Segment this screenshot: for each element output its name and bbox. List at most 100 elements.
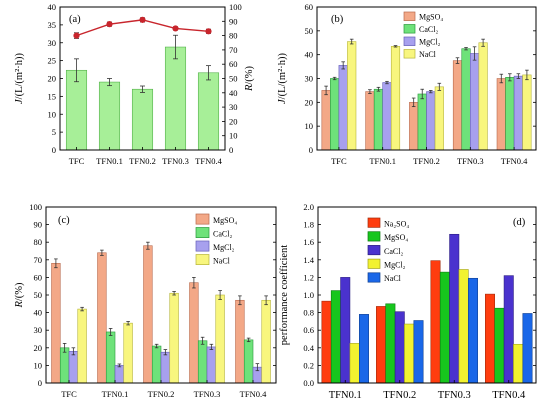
y-tick-label: 30 [34,325,43,335]
y2-tick-label: 40 [229,88,238,98]
x-tick-label: TFN0.2 [148,389,175,399]
y-tick-label: 10 [34,360,43,370]
bar-flux-2-3 [382,82,392,151]
y-axis-label-c: R/(%) [14,282,25,309]
bar-flux-2 [98,81,121,151]
x-tick-label: TFN0.2 [413,156,440,166]
bar-flux-3-4 [434,86,444,151]
bar-flux-3 [131,88,154,151]
legend-swatch-4 [195,254,210,265]
plot-frame [317,206,537,384]
y2-tick-label: 60 [229,59,238,69]
y-axis-label-b: J/(L/(m²·h)) [277,53,288,104]
y-tick-label: 15 [48,91,57,101]
y-tick-label: 1.6 [303,237,314,247]
bar-coefficient-4-4 [513,343,524,384]
legend-entry-1: MgSO₄ [213,216,237,225]
legend-swatch-2 [195,227,210,238]
legend-entry-2: MgSO₄ [384,233,408,242]
x-tick-label: TFN0.4 [195,156,222,166]
legend-swatch-4 [367,258,381,269]
rejection-point-2 [106,21,113,28]
y2-tick-label: 50 [229,74,238,84]
bar-flux-3-1 [409,102,419,151]
bar-rejection-2-4 [123,322,133,384]
bar-coefficient-2-4 [404,323,415,384]
y-tick-label: 35 [48,20,57,30]
bar-rejection-1-2 [59,347,70,384]
bar-coefficient-4-2 [494,307,505,384]
bar-flux-3-2 [417,93,427,151]
bar-flux-1-2 [330,78,340,151]
legend-swatch-5 [367,272,381,283]
y2-tick-label: 80 [229,31,238,41]
bar-flux-4 [164,46,187,151]
y2-axis-label-a: R/(%) [244,65,255,92]
y-tick-label: 10 [48,109,57,119]
x-tick-label: TFN0.2 [129,156,156,166]
y-tick-label: 20 [305,97,314,107]
bar-flux-1-3 [338,65,348,151]
legend-swatch-3 [195,240,210,252]
panel-label-b: (b) [331,14,344,25]
x-tick-label: TFN0.1 [369,156,396,166]
y-tick-label: 60 [34,272,43,282]
bar-rejection-3-4 [169,292,179,384]
bar-flux-1 [65,69,88,151]
bar-coefficient-3-2 [439,271,450,384]
legend-swatch-1 [367,217,381,228]
y2-tick-label: 70 [229,45,238,55]
bar-rejection-3-1 [143,245,153,384]
y-tick-label: 1.4 [303,255,314,265]
bar-rejection-1-3 [68,351,79,384]
rejection-point-5 [205,28,212,35]
bar-coefficient-2-1 [376,306,386,384]
legend-entry-3: MgCl₂ [419,38,441,47]
y-tick-label: 40 [34,308,43,318]
y-axis-label-d: performance coefficient [279,245,290,345]
y-tick-label: 0 [52,145,56,155]
y-tick-label: 10 [305,121,314,131]
bar-rejection-4-3 [206,346,217,384]
legend-swatch-1 [195,213,210,225]
bar-rejection-4-1 [189,282,199,384]
legend-swatch-3 [367,245,381,256]
bar-flux-5 [197,72,220,151]
x-tick-label: TFN0.3 [457,156,484,166]
y-tick-label: 0.4 [303,343,314,353]
legend-entry-1: Na₂SO₄ [384,219,409,228]
bar-coefficient-1-2 [330,290,341,384]
plot-frame [45,206,277,384]
y-tick-label: 1.8 [303,220,314,230]
x-tick-label: TFN0.4 [240,389,267,399]
legend-entry-1: MgSO₄ [419,13,443,22]
legend-entry-4: NaCl [213,257,231,266]
legend-entry-2: CaCl₂ [419,25,438,34]
y-tick-label: 30 [48,38,57,48]
bar-flux-4-1 [452,60,463,151]
plot-frame [59,6,226,151]
legend-entry-2: CaCl₂ [213,230,232,239]
bar-rejection-2-2 [105,331,116,384]
bar-flux-4-2 [461,48,471,151]
rejection-point-1 [73,32,80,39]
bar-coefficient-2-5 [413,320,424,384]
legend-entry-5: NaCl [384,274,402,283]
y2-tick-label: 30 [229,102,238,112]
legend-entry-4: NaCl [419,50,437,59]
bar-coefficient-4-3 [503,275,514,384]
legend-swatch-3 [403,36,416,46]
x-tick-label: TFN0.3 [162,156,189,166]
bar-rejection-5-4 [261,299,271,384]
bar-flux-3-3 [426,91,436,151]
bar-rejection-5-1 [235,299,245,384]
bar-coefficient-2-3 [394,311,405,384]
bar-coefficient-1-5 [359,314,369,384]
bar-flux-5-2 [505,77,515,151]
y2-tick-label: 20 [229,116,238,126]
x-tick-label: TFN0.1 [96,156,123,166]
bar-flux-1-1 [321,90,331,151]
y-tick-label: 30 [305,74,314,84]
bar-coefficient-4-1 [485,293,495,384]
